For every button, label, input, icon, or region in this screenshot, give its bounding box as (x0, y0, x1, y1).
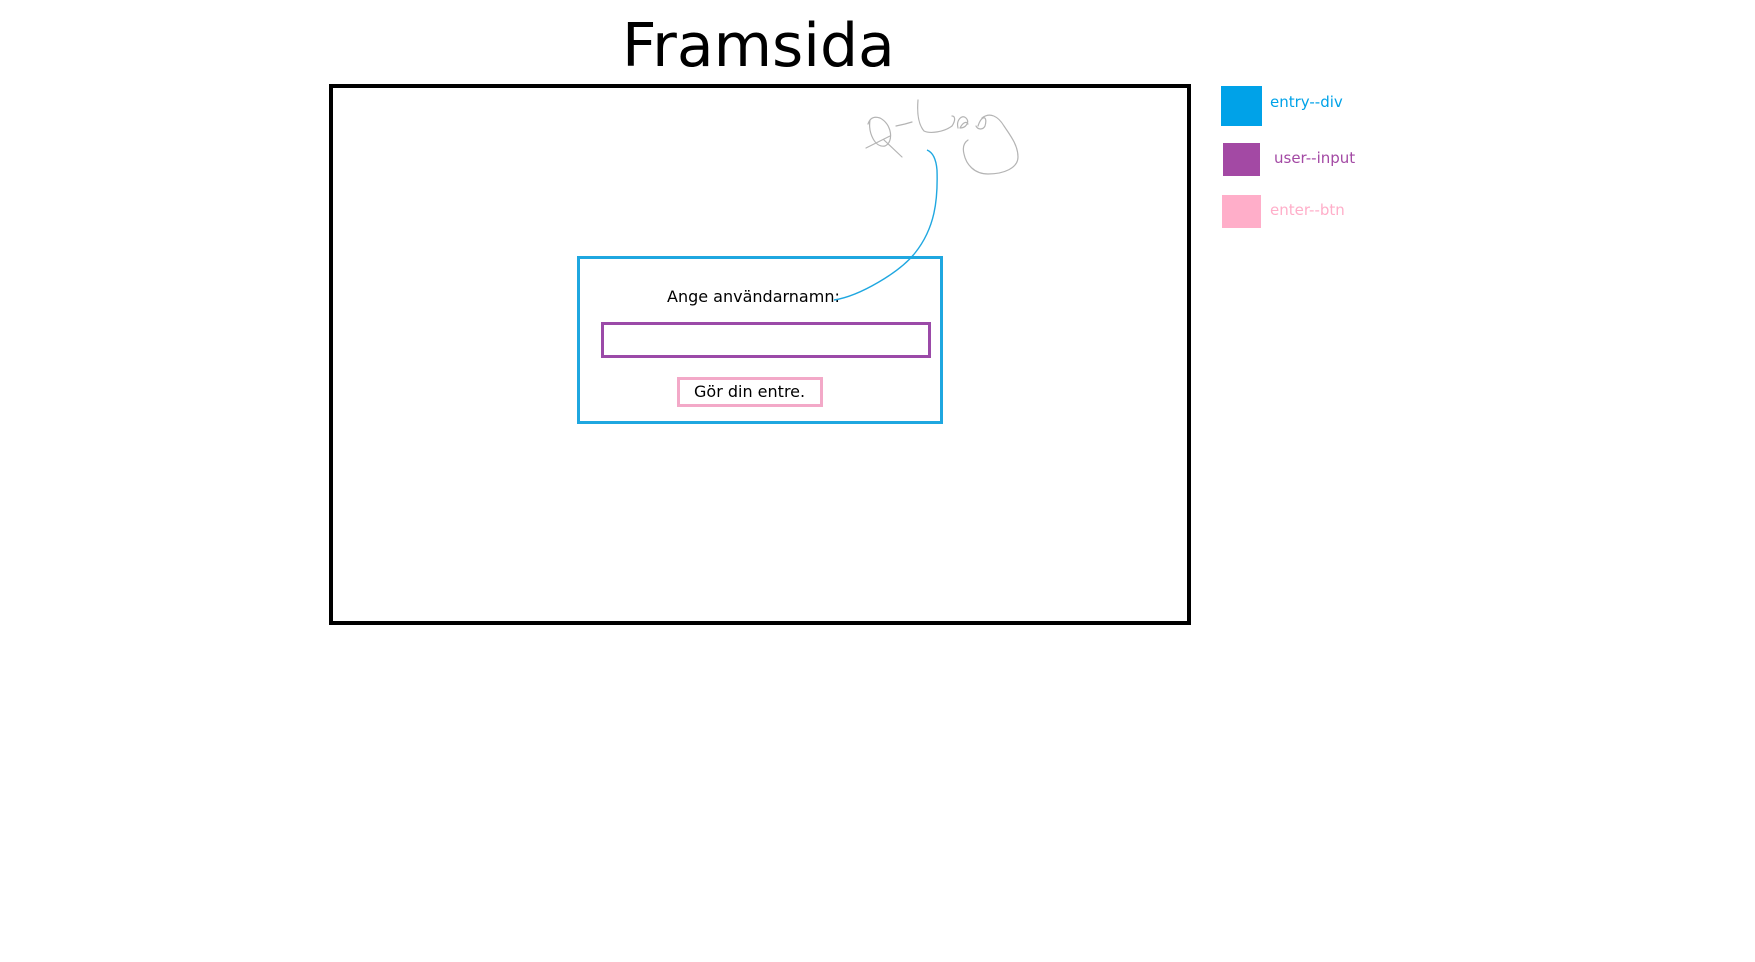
legend-label-enter-btn: enter--btn (1270, 201, 1345, 219)
entry-div (577, 256, 943, 424)
legend-swatch-user-input (1223, 143, 1260, 176)
legend-label-entry-div: entry--div (1270, 93, 1343, 111)
username-prompt-label: Ange användarnamn: (667, 287, 840, 306)
legend-swatch-enter-btn (1222, 195, 1261, 228)
page-frame (329, 84, 1191, 625)
page-title: Framsida (622, 11, 895, 81)
enter-button[interactable]: Gör din entre. (677, 377, 823, 407)
legend-swatch-entry-div (1221, 86, 1262, 126)
legend-label-user-input: user--input (1274, 149, 1356, 167)
username-input[interactable] (601, 322, 931, 358)
